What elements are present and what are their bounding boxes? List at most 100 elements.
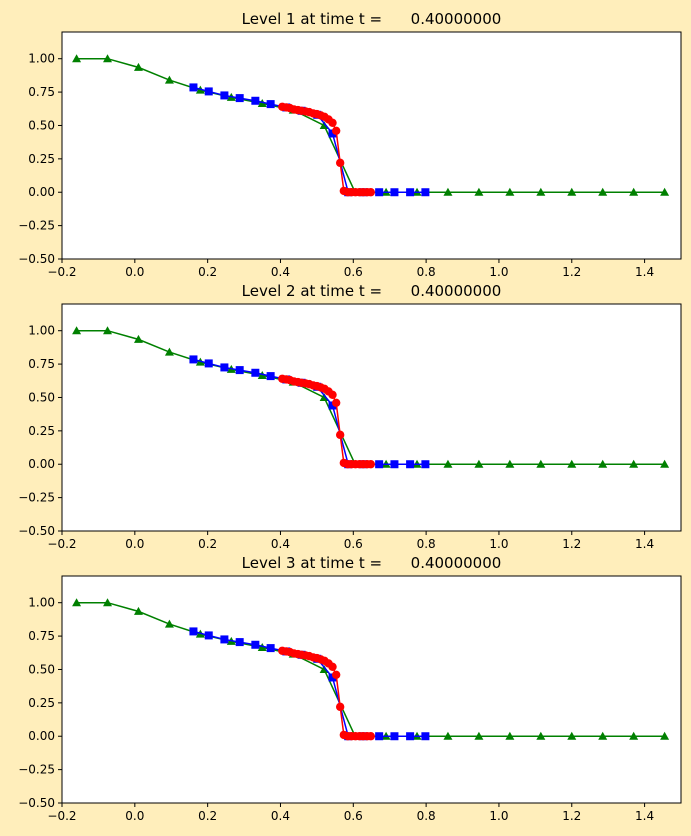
data-point-triangle <box>660 187 670 196</box>
y-tick-label: 1.00 <box>28 324 55 338</box>
chart-title: Level 2 at time t = 0.40000000 <box>242 282 502 300</box>
y-tick-label: 0.00 <box>28 457 55 471</box>
y-tick-label: −0.50 <box>18 524 55 538</box>
y-tick-label: −0.25 <box>18 763 55 777</box>
data-point-square <box>235 94 244 103</box>
y-tick-label: 0.25 <box>28 152 55 166</box>
x-tick-label: −0.2 <box>47 537 76 551</box>
data-point-square <box>328 673 337 682</box>
data-point-triangle <box>567 459 577 468</box>
x-tick-label: 0.8 <box>417 809 436 823</box>
data-point-square <box>189 355 198 364</box>
data-point-square <box>204 359 213 368</box>
y-tick-label: 0.25 <box>28 424 55 438</box>
data-point-triangle <box>536 187 546 196</box>
x-tick-label: 1.4 <box>635 809 654 823</box>
x-tick-label: 0.2 <box>198 809 217 823</box>
x-tick-label: 0.8 <box>417 537 436 551</box>
data-point-square <box>375 188 384 197</box>
x-tick-label: 1.0 <box>489 809 508 823</box>
y-tick-label: 0.00 <box>28 185 55 199</box>
x-tick-label: 1.0 <box>489 265 508 279</box>
data-point-square <box>421 188 430 197</box>
data-point-triangle <box>103 54 113 63</box>
data-point-square <box>251 640 260 649</box>
data-point-circle <box>335 702 345 712</box>
red-circle-series <box>278 102 375 197</box>
data-point-triangle <box>103 598 113 607</box>
y-tick-label: 1.00 <box>28 52 55 66</box>
chart-panel-level-2: Level 2 at time t = 0.40000000 −0.2 0.0 0.… <box>18 282 682 551</box>
y-tick-label: 0.50 <box>28 390 55 404</box>
data-point-circle <box>331 126 341 136</box>
data-point-circle <box>366 188 375 197</box>
x-tick-label: 0.2 <box>198 265 217 279</box>
data-point-square <box>375 732 384 741</box>
x-tick-label: 0.4 <box>271 537 290 551</box>
y-tick-label: −0.25 <box>18 491 55 505</box>
data-point-square <box>266 644 275 653</box>
data-point-square <box>204 631 213 640</box>
y-tick-label: 0.75 <box>28 357 55 371</box>
chart-panel-level-1: Level 1 at time t = 0.40000000 −0.2 0.0 0.… <box>18 10 682 279</box>
x-tick-label: 1.4 <box>635 537 654 551</box>
x-tick-label: 0.6 <box>344 809 363 823</box>
y-tick-label: 0.75 <box>28 629 55 643</box>
data-point-square <box>375 460 384 469</box>
y-tick-label: −0.50 <box>18 796 55 810</box>
y-tick-label: 1.00 <box>28 596 55 610</box>
chart-title: Level 3 at time t = 0.40000000 <box>242 554 502 572</box>
data-point-square <box>266 372 275 381</box>
data-point-triangle <box>536 459 546 468</box>
data-point-triangle <box>103 326 113 335</box>
data-point-triangle <box>72 326 82 335</box>
data-point-square <box>328 401 337 410</box>
data-point-square <box>406 188 415 197</box>
x-tick-label: 1.4 <box>635 265 654 279</box>
data-point-triangle <box>598 187 608 196</box>
data-point-circle <box>335 430 345 440</box>
y-tick-label: 0.00 <box>28 729 55 743</box>
data-point-triangle <box>598 459 608 468</box>
data-point-circle <box>335 158 345 168</box>
data-point-circle <box>331 670 341 680</box>
x-tick-label: 0.6 <box>344 265 363 279</box>
x-tick-label: −0.2 <box>47 265 76 279</box>
axes-frame <box>61 303 682 532</box>
data-point-square <box>390 188 399 197</box>
x-tick-label: 0.0 <box>125 809 144 823</box>
plot-area <box>62 576 681 803</box>
data-point-circle <box>366 460 375 469</box>
data-point-triangle <box>567 187 577 196</box>
data-point-square <box>189 83 198 92</box>
data-point-square <box>251 96 260 105</box>
y-tick-label: −0.25 <box>18 219 55 233</box>
y-tick-label: 0.50 <box>28 118 55 132</box>
x-tick-label: 1.2 <box>562 265 581 279</box>
data-point-triangle <box>567 731 577 740</box>
chart-title: Level 1 at time t = 0.40000000 <box>242 10 502 28</box>
data-point-triangle <box>72 54 82 63</box>
data-point-square <box>406 732 415 741</box>
plot-area <box>62 304 681 531</box>
data-point-square <box>235 638 244 647</box>
x-tick-label: 1.2 <box>562 537 581 551</box>
data-point-triangle <box>133 334 143 343</box>
y-tick-label: 0.25 <box>28 696 55 710</box>
data-point-triangle <box>164 619 174 628</box>
data-point-triangle <box>164 347 174 356</box>
data-point-square <box>235 366 244 375</box>
data-point-triangle <box>505 187 515 196</box>
data-point-triangle <box>164 75 174 84</box>
x-tick-label: 0.8 <box>417 265 436 279</box>
data-point-circle <box>328 390 337 399</box>
data-point-circle <box>331 398 341 408</box>
data-point-triangle <box>536 731 546 740</box>
x-tick-label: 0.4 <box>271 809 290 823</box>
axes-frame <box>61 575 682 804</box>
red-circle-series <box>278 374 375 469</box>
x-tick-label: 1.2 <box>562 809 581 823</box>
data-point-triangle <box>660 459 670 468</box>
data-point-triangle <box>629 731 639 740</box>
